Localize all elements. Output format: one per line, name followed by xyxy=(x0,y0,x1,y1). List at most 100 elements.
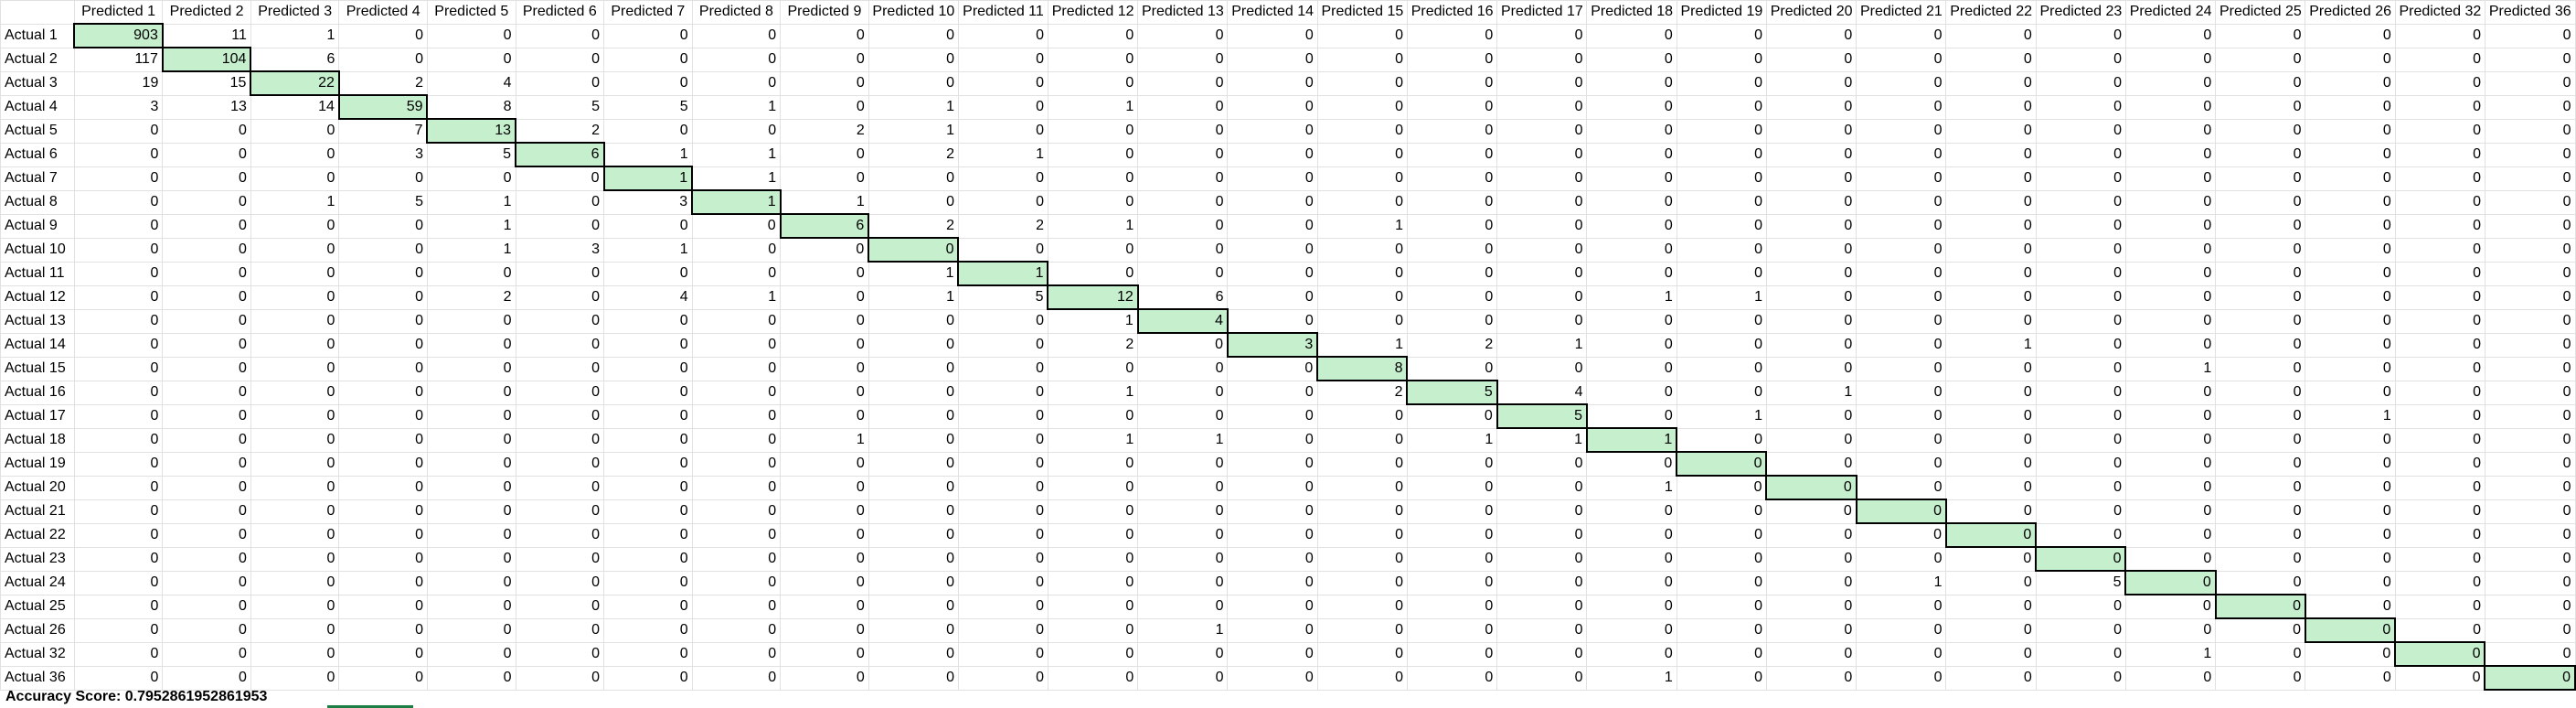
matrix-value-cell[interactable]: 0 xyxy=(691,380,782,405)
matrix-value-cell[interactable]: 0 xyxy=(1856,94,1947,120)
matrix-value-cell[interactable]: 0 xyxy=(1945,189,2037,215)
matrix-value-cell[interactable]: 0 xyxy=(73,189,164,215)
matrix-value-cell[interactable]: 0 xyxy=(515,70,605,96)
matrix-value-cell[interactable]: 0 xyxy=(691,118,782,144)
matrix-value-cell[interactable]: 1 xyxy=(426,237,516,263)
matrix-value-cell[interactable]: 0 xyxy=(957,380,1048,405)
matrix-value-cell[interactable]: 0 xyxy=(1137,213,1229,239)
row-header-cell[interactable]: Actual 19 xyxy=(0,451,75,477)
matrix-value-cell[interactable]: 3 xyxy=(338,142,428,167)
matrix-value-cell[interactable]: 2 xyxy=(868,213,959,239)
matrix-value-cell[interactable]: 0 xyxy=(780,356,869,381)
matrix-value-cell[interactable]: 0 xyxy=(73,617,164,643)
matrix-value-cell[interactable]: 0 xyxy=(780,142,869,167)
column-header-cell[interactable]: Predicted 32 xyxy=(2394,0,2486,25)
column-header-cell[interactable]: Predicted 26 xyxy=(2305,0,2396,25)
matrix-value-cell[interactable]: 0 xyxy=(250,617,340,643)
matrix-value-cell[interactable]: 0 xyxy=(515,570,605,595)
matrix-value-cell[interactable]: 0 xyxy=(1137,380,1229,405)
matrix-value-cell[interactable]: 1 xyxy=(1765,380,1857,405)
matrix-value-cell[interactable]: 0 xyxy=(1047,237,1139,263)
matrix-value-cell[interactable]: 0 xyxy=(957,475,1048,500)
matrix-value-cell[interactable]: 0 xyxy=(1676,189,1767,215)
matrix-value-cell[interactable]: 0 xyxy=(780,475,869,500)
diagonal-value-cell[interactable]: 5 xyxy=(1496,403,1588,429)
matrix-value-cell[interactable]: 1 xyxy=(2305,403,2396,429)
matrix-value-cell[interactable]: 0 xyxy=(957,47,1048,72)
matrix-value-cell[interactable]: 0 xyxy=(1765,499,1857,524)
matrix-value-cell[interactable]: 0 xyxy=(2124,475,2217,500)
row-header-cell[interactable]: Actual 17 xyxy=(0,403,75,429)
matrix-value-cell[interactable]: 0 xyxy=(1496,213,1588,239)
matrix-value-cell[interactable]: 0 xyxy=(2035,475,2126,500)
matrix-value-cell[interactable]: 0 xyxy=(957,570,1048,595)
matrix-value-cell[interactable]: 0 xyxy=(2484,261,2576,286)
matrix-value-cell[interactable]: 0 xyxy=(2394,594,2486,619)
matrix-value-cell[interactable]: 0 xyxy=(426,617,516,643)
matrix-value-cell[interactable]: 0 xyxy=(2035,213,2126,239)
matrix-value-cell[interactable]: 0 xyxy=(1676,237,1767,263)
matrix-value-cell[interactable]: 0 xyxy=(1676,522,1767,548)
matrix-value-cell[interactable]: 0 xyxy=(2124,23,2217,48)
row-header-cell[interactable]: Actual 22 xyxy=(0,522,75,548)
matrix-value-cell[interactable]: 0 xyxy=(1047,118,1139,144)
matrix-value-cell[interactable]: 0 xyxy=(1676,94,1767,120)
matrix-value-cell[interactable]: 0 xyxy=(2215,166,2306,191)
matrix-value-cell[interactable]: 0 xyxy=(2484,427,2576,453)
matrix-value-cell[interactable]: 0 xyxy=(1676,546,1767,572)
diagonal-value-cell[interactable]: 0 xyxy=(2214,594,2306,619)
matrix-value-cell[interactable]: 0 xyxy=(1856,451,1947,477)
matrix-value-cell[interactable]: 0 xyxy=(2394,213,2486,239)
matrix-value-cell[interactable]: 0 xyxy=(1137,332,1229,358)
matrix-value-cell[interactable]: 0 xyxy=(250,594,340,619)
matrix-value-cell[interactable]: 0 xyxy=(515,332,605,358)
matrix-value-cell[interactable]: 0 xyxy=(1496,451,1588,477)
matrix-value-cell[interactable]: 0 xyxy=(1856,641,1947,667)
matrix-value-cell[interactable]: 0 xyxy=(1316,118,1408,144)
matrix-value-cell[interactable]: 0 xyxy=(603,356,693,381)
matrix-value-cell[interactable]: 0 xyxy=(2484,142,2576,167)
matrix-value-cell[interactable]: 4 xyxy=(603,284,693,310)
matrix-value-cell[interactable]: 0 xyxy=(2124,261,2217,286)
matrix-value-cell[interactable]: 0 xyxy=(1137,522,1229,548)
matrix-value-cell[interactable]: 0 xyxy=(1586,213,1677,239)
row-header-cell[interactable]: Actual 5 xyxy=(0,118,75,144)
matrix-value-cell[interactable]: 0 xyxy=(2215,475,2306,500)
diagonal-value-cell[interactable]: 3 xyxy=(1226,332,1319,358)
matrix-value-cell[interactable]: 0 xyxy=(2215,570,2306,595)
matrix-value-cell[interactable]: 0 xyxy=(957,451,1048,477)
matrix-value-cell[interactable]: 0 xyxy=(957,356,1048,381)
matrix-value-cell[interactable]: 0 xyxy=(957,70,1048,96)
matrix-value-cell[interactable]: 0 xyxy=(868,403,959,429)
column-header-cell[interactable]: Predicted 4 xyxy=(338,0,428,25)
matrix-value-cell[interactable]: 0 xyxy=(1676,142,1767,167)
matrix-value-cell[interactable]: 0 xyxy=(2305,166,2396,191)
matrix-value-cell[interactable]: 0 xyxy=(2305,356,2396,381)
matrix-value-cell[interactable]: 0 xyxy=(1316,94,1408,120)
matrix-value-cell[interactable]: 0 xyxy=(1496,475,1588,500)
matrix-value-cell[interactable]: 0 xyxy=(426,308,516,334)
matrix-value-cell[interactable]: 0 xyxy=(1137,546,1229,572)
matrix-value-cell[interactable]: 0 xyxy=(1227,237,1318,263)
matrix-value-cell[interactable]: 0 xyxy=(2305,546,2396,572)
matrix-value-cell[interactable]: 0 xyxy=(1856,617,1947,643)
matrix-value-cell[interactable]: 0 xyxy=(868,166,959,191)
matrix-value-cell[interactable]: 0 xyxy=(338,499,428,524)
matrix-value-cell[interactable]: 0 xyxy=(1227,665,1318,691)
matrix-value-cell[interactable]: 0 xyxy=(1406,142,1498,167)
matrix-value-cell[interactable]: 0 xyxy=(1765,546,1857,572)
matrix-value-cell[interactable]: 2 xyxy=(1316,380,1408,405)
matrix-value-cell[interactable]: 0 xyxy=(2484,546,2576,572)
matrix-value-cell[interactable]: 0 xyxy=(2484,475,2576,500)
matrix-value-cell[interactable]: 0 xyxy=(515,261,605,286)
matrix-value-cell[interactable]: 0 xyxy=(603,380,693,405)
matrix-value-cell[interactable]: 0 xyxy=(691,475,782,500)
matrix-value-cell[interactable]: 0 xyxy=(780,665,869,691)
matrix-value-cell[interactable]: 0 xyxy=(1406,308,1498,334)
matrix-value-cell[interactable]: 0 xyxy=(1496,594,1588,619)
matrix-value-cell[interactable]: 0 xyxy=(515,166,605,191)
matrix-value-cell[interactable]: 0 xyxy=(2215,617,2306,643)
matrix-value-cell[interactable]: 0 xyxy=(2215,356,2306,381)
matrix-value-cell[interactable]: 0 xyxy=(2484,594,2576,619)
matrix-value-cell[interactable]: 0 xyxy=(1047,451,1139,477)
